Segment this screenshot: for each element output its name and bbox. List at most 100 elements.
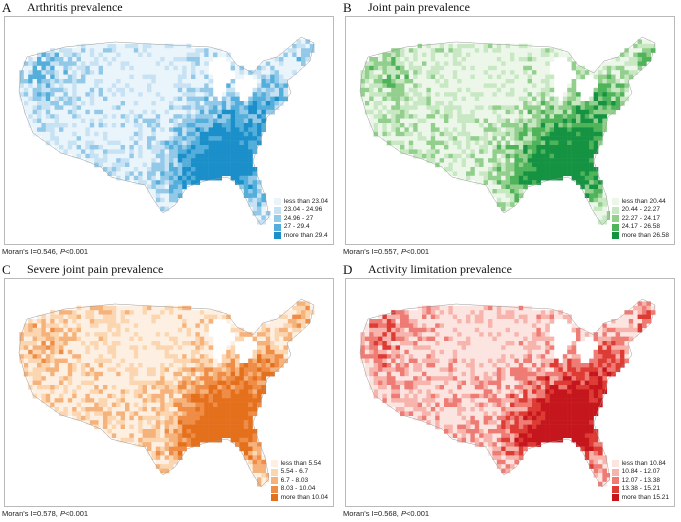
county-cell <box>527 74 533 80</box>
county-cell <box>580 149 586 155</box>
county-cell <box>160 206 165 212</box>
county-cell <box>257 118 262 124</box>
county-cell <box>164 149 170 155</box>
county-cell <box>261 345 267 351</box>
county-cell <box>208 433 214 439</box>
county-cell <box>138 349 143 355</box>
county-cell <box>584 109 590 115</box>
county-cell <box>182 180 187 185</box>
county-cell <box>562 101 568 106</box>
county-cell <box>252 171 258 177</box>
county-cell <box>147 451 152 456</box>
county-cell <box>642 61 647 67</box>
county-cell <box>94 398 99 403</box>
county-cell <box>63 358 69 364</box>
county-cell <box>32 123 38 128</box>
county-cell <box>444 96 449 102</box>
county-cell <box>413 101 418 106</box>
county-cell <box>305 43 311 49</box>
county-cell <box>505 118 511 124</box>
county-cell <box>243 371 249 377</box>
county-cell <box>195 109 201 115</box>
county-cell <box>270 354 275 359</box>
county-cell <box>72 407 77 412</box>
county-cell <box>243 175 249 181</box>
county-cell <box>160 175 165 181</box>
county-cell <box>142 171 148 177</box>
county-cell <box>395 127 401 133</box>
county-cell <box>111 389 117 395</box>
county-cell <box>129 175 135 181</box>
county-cell <box>89 57 95 62</box>
county-cell <box>160 446 165 452</box>
county-cell <box>252 74 258 80</box>
county-cell <box>129 109 135 115</box>
county-cell <box>496 105 502 111</box>
county-cell <box>518 65 524 71</box>
county-cell <box>562 114 568 119</box>
county-cell <box>226 96 231 102</box>
county-cell <box>155 437 161 443</box>
county-cell <box>182 114 187 119</box>
county-cell <box>41 367 47 373</box>
county-cell <box>221 140 227 146</box>
county-cell <box>505 101 511 106</box>
county-cell <box>116 345 121 351</box>
county-cell <box>274 92 280 97</box>
county-cell <box>72 70 77 75</box>
county-cell <box>448 79 454 84</box>
county-cell <box>461 79 467 84</box>
county-cell <box>226 131 231 137</box>
county-cell <box>221 376 227 381</box>
county-cell <box>252 354 258 359</box>
county-cell <box>496 65 502 71</box>
county-cell <box>230 118 236 124</box>
county-cell <box>125 101 130 106</box>
county-cell <box>554 118 559 124</box>
county-cell <box>404 145 410 150</box>
county-cell <box>265 70 271 75</box>
county-cell <box>257 473 262 478</box>
county-cell <box>213 96 218 102</box>
county-cell <box>169 327 174 333</box>
county-cell <box>554 149 559 155</box>
county-cell <box>98 345 104 351</box>
county-cell <box>160 167 165 172</box>
county-cell <box>195 70 201 75</box>
county-cell <box>191 349 196 355</box>
county-cell <box>620 87 625 93</box>
county-cell <box>488 305 493 311</box>
county-cell <box>133 310 139 315</box>
county-cell <box>151 92 157 97</box>
county-cell <box>248 407 253 412</box>
county-cell <box>67 341 73 346</box>
county-cell <box>221 363 227 368</box>
county-cell <box>160 455 165 461</box>
county-cell <box>274 57 280 62</box>
county-cell <box>417 109 423 115</box>
county-cell <box>532 131 537 137</box>
county-cell <box>417 57 423 62</box>
county-cell <box>404 114 410 119</box>
county-cell <box>479 149 484 155</box>
county-cell <box>252 140 258 146</box>
county-cell <box>391 101 396 106</box>
county-cell <box>554 96 559 102</box>
county-cell <box>518 61 524 67</box>
county-cell <box>615 61 621 67</box>
county-cell <box>125 57 130 62</box>
county-cell <box>593 180 599 185</box>
county-cell <box>151 167 157 172</box>
county-cell <box>488 140 493 146</box>
county-cell <box>430 101 436 106</box>
county-cell <box>283 354 289 359</box>
county-cell <box>204 341 209 346</box>
county-cell <box>270 70 275 75</box>
county-cell <box>54 131 60 137</box>
county-cell <box>54 52 60 58</box>
county-cell <box>221 123 227 128</box>
county-cell <box>466 57 471 62</box>
county-cell <box>235 118 240 124</box>
county-cell <box>155 415 161 421</box>
county-cell <box>261 358 267 364</box>
